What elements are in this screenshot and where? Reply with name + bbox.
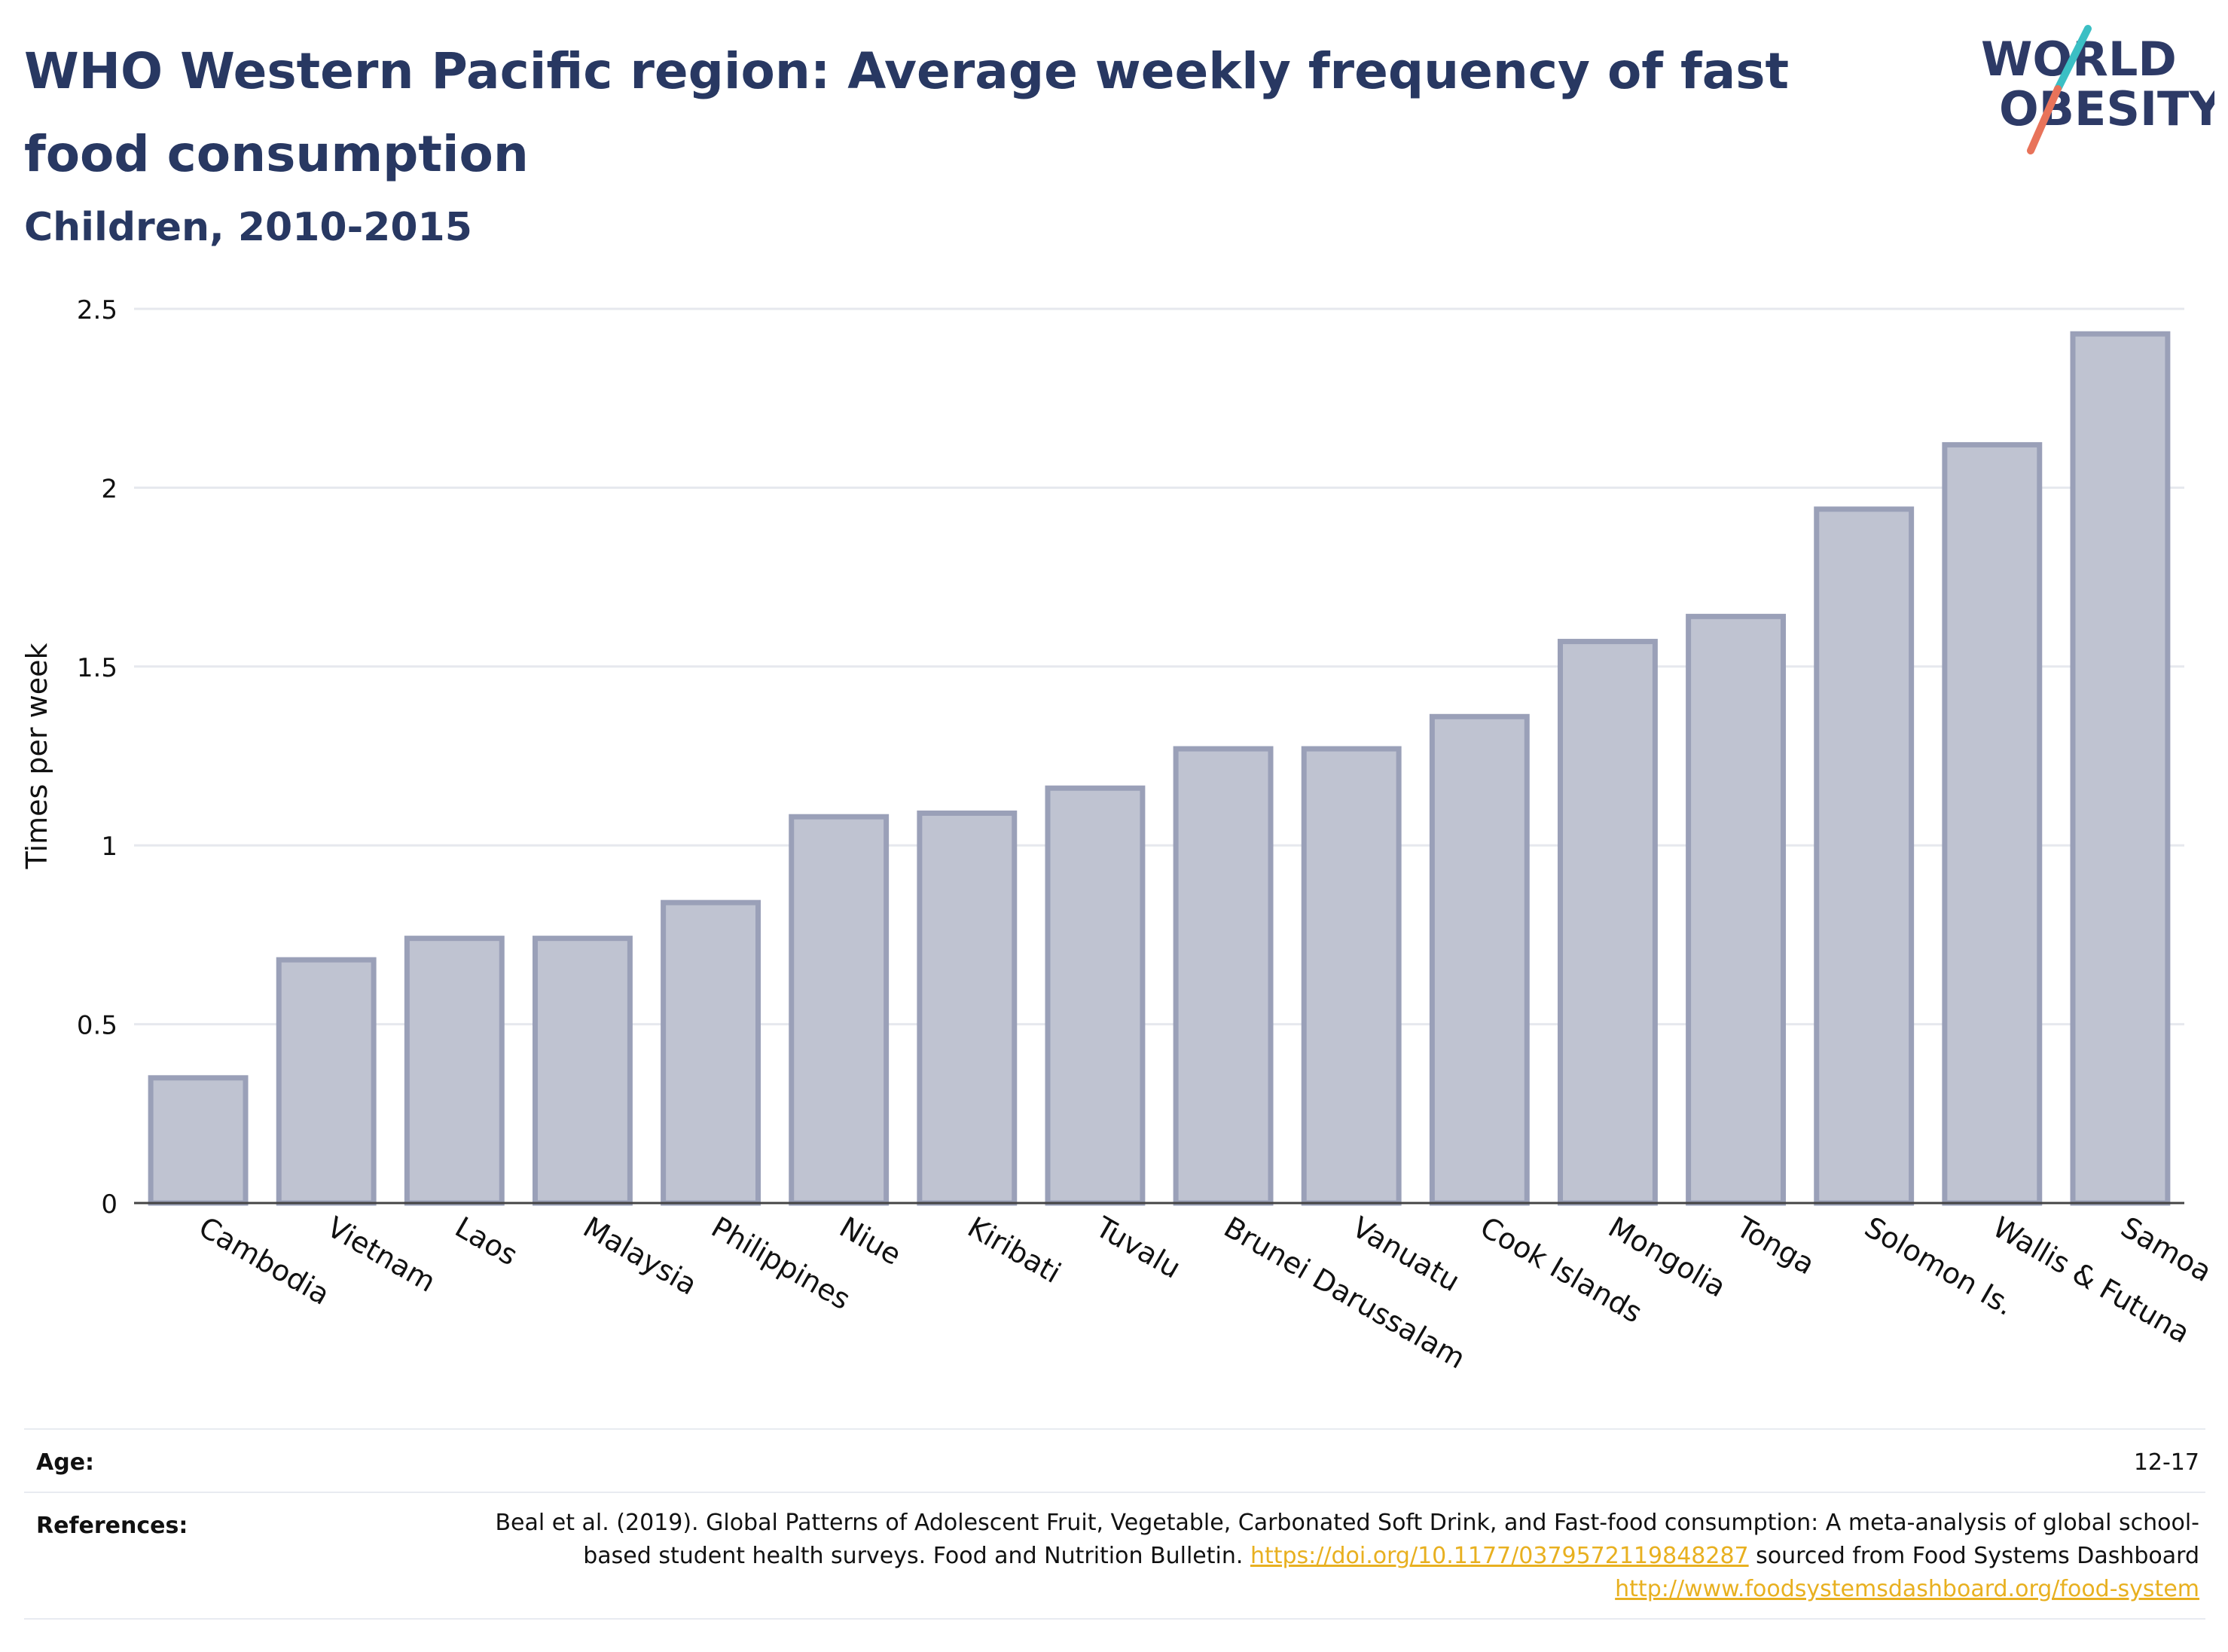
doi-link[interactable]: https://doi.org/10.1177/0379572119848287 (1250, 1543, 1749, 1569)
bar (1942, 441, 2043, 1206)
y-tick-label: 0 (101, 1189, 118, 1220)
bar (276, 957, 377, 1206)
logo-slash-teal (2054, 25, 2092, 93)
bar (2070, 331, 2171, 1206)
age-value: 12-17 (2133, 1449, 2199, 1476)
bar (1173, 746, 1274, 1206)
bar (661, 899, 761, 1206)
footer-divider-mid (24, 1492, 2205, 1493)
y-axis-label: Times per week (20, 643, 53, 870)
y-tick-label: 0.5 (77, 1011, 118, 1041)
x-tick-label: Laos (450, 1211, 523, 1272)
y-tick-labels: 0 0.5 1 1.5 2 2.5 (77, 295, 118, 1220)
logo-line2: OBESITY (1999, 81, 2214, 136)
bar (789, 814, 890, 1206)
x-tick-label: Tuvalu (1090, 1210, 1186, 1285)
references-text: Beal et al. (2019). Global Patterns of A… (467, 1507, 2199, 1606)
footer-divider-bottom (24, 1618, 2205, 1620)
references-body: Beal et al. (2019). Global Patterns of A… (495, 1510, 2199, 1569)
bar (1301, 746, 1402, 1206)
x-tick-label: Malaysia (578, 1211, 703, 1302)
x-tick-label: Kiribati (962, 1211, 1067, 1290)
bar (532, 936, 633, 1206)
bar (1045, 785, 1146, 1206)
bars (148, 331, 2171, 1206)
x-tick-label: Tonga (1730, 1210, 1820, 1281)
x-tick-label: Brunei Darussalam (1219, 1211, 1471, 1376)
bar (1686, 613, 1787, 1206)
x-tick-label: Cambodia (194, 1211, 335, 1312)
y-tick-label: 1.5 (77, 653, 118, 683)
footer-divider-top (24, 1428, 2205, 1430)
dashboard-link[interactable]: http://www.foodsystemsdashboard.org/food… (1615, 1576, 2199, 1602)
x-tick-label: Niue (834, 1211, 907, 1272)
chart-subtitle: Children, 2010-2015 (24, 205, 472, 250)
logo-slash-coral (2027, 85, 2062, 154)
world-obesity-logo: WORLD OBESITY (1981, 25, 2214, 154)
chart-title: WHO Western Pacific region: Average week… (24, 42, 1790, 183)
bar (1557, 639, 1658, 1206)
x-tick-label: Vietnam (322, 1211, 441, 1299)
y-tick-label: 2.5 (77, 295, 118, 325)
bar (1429, 713, 1530, 1206)
references-source: sourced from Food Systems Dashboard (1756, 1543, 2199, 1569)
y-tick-label: 2 (101, 474, 118, 504)
y-tick-label: 1 (101, 832, 118, 862)
references-label: References: (36, 1513, 188, 1539)
bar (917, 810, 1018, 1206)
bar (1814, 506, 1915, 1206)
bar (404, 936, 505, 1206)
x-tick-label: Philippines (706, 1211, 856, 1316)
age-label: Age: (36, 1449, 95, 1476)
x-tick-label: Samoa (2115, 1211, 2217, 1289)
bar (148, 1075, 249, 1206)
